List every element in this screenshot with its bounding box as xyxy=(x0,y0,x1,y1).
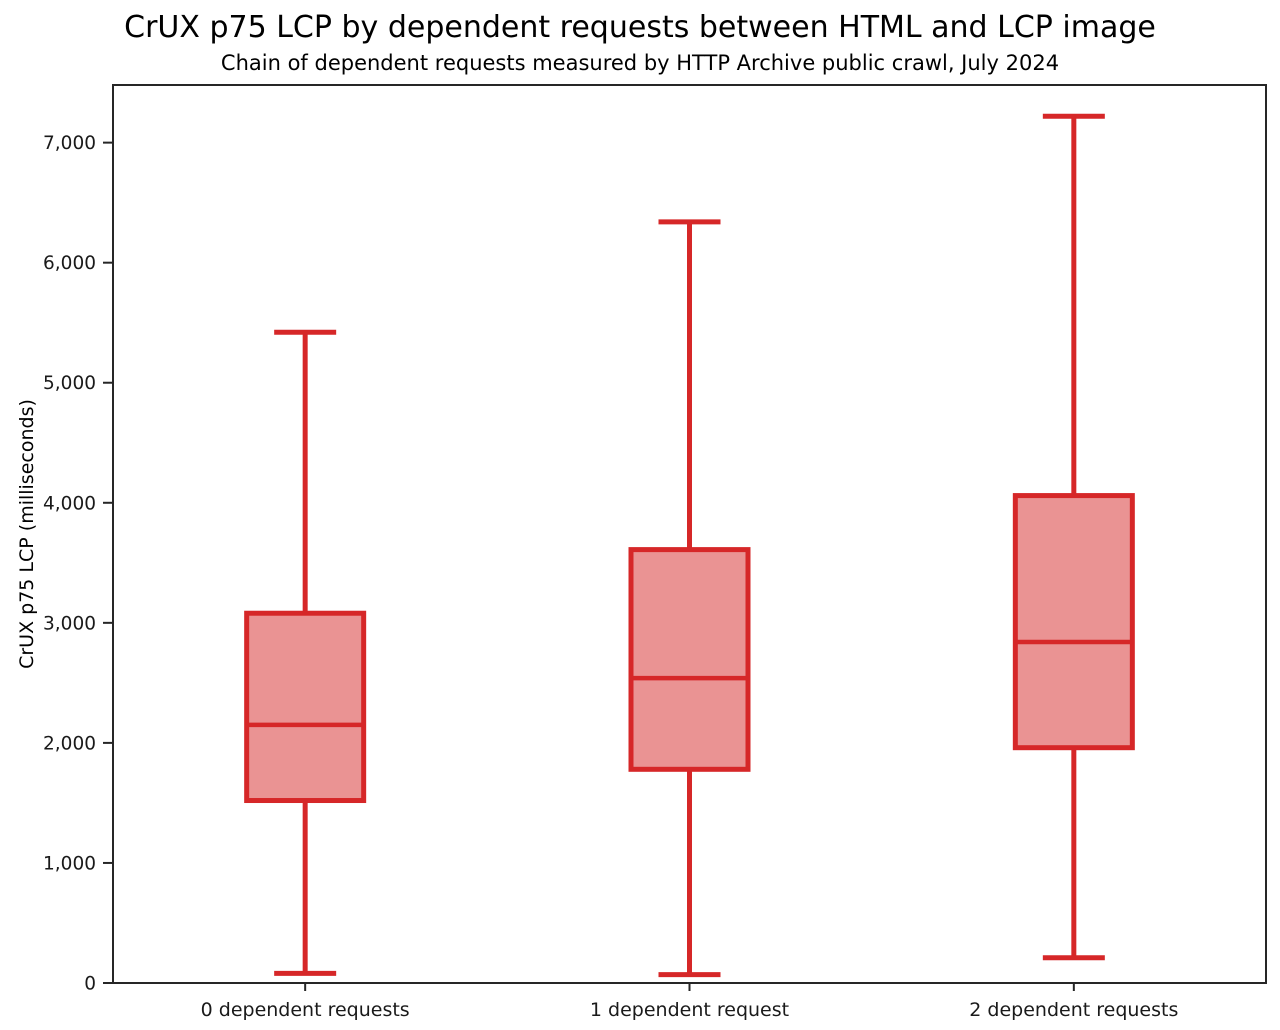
y-tick-label: 7,000 xyxy=(43,133,96,154)
iqr-box xyxy=(628,547,751,772)
y-tick-label: 4,000 xyxy=(43,493,96,514)
y-tick-label: 6,000 xyxy=(43,253,96,274)
iqr-box xyxy=(1012,493,1135,751)
y-tick-label: 1,000 xyxy=(43,853,96,874)
x-tick-label: 1 dependent request xyxy=(590,999,789,1021)
y-tick-label: 3,000 xyxy=(43,613,96,634)
y-tick-label: 5,000 xyxy=(43,373,96,394)
iqr-box xyxy=(244,610,367,804)
chart-title: CrUX p75 LCP by dependent requests betwe… xyxy=(124,10,1156,45)
y-tick-label: 0 xyxy=(84,974,96,995)
chart-subtitle: Chain of dependent requests measured by … xyxy=(220,51,1060,75)
x-tick-label: 0 dependent requests xyxy=(201,999,410,1021)
x-tick-label: 2 dependent requests xyxy=(969,999,1178,1021)
y-tick-label: 2,000 xyxy=(43,733,96,754)
